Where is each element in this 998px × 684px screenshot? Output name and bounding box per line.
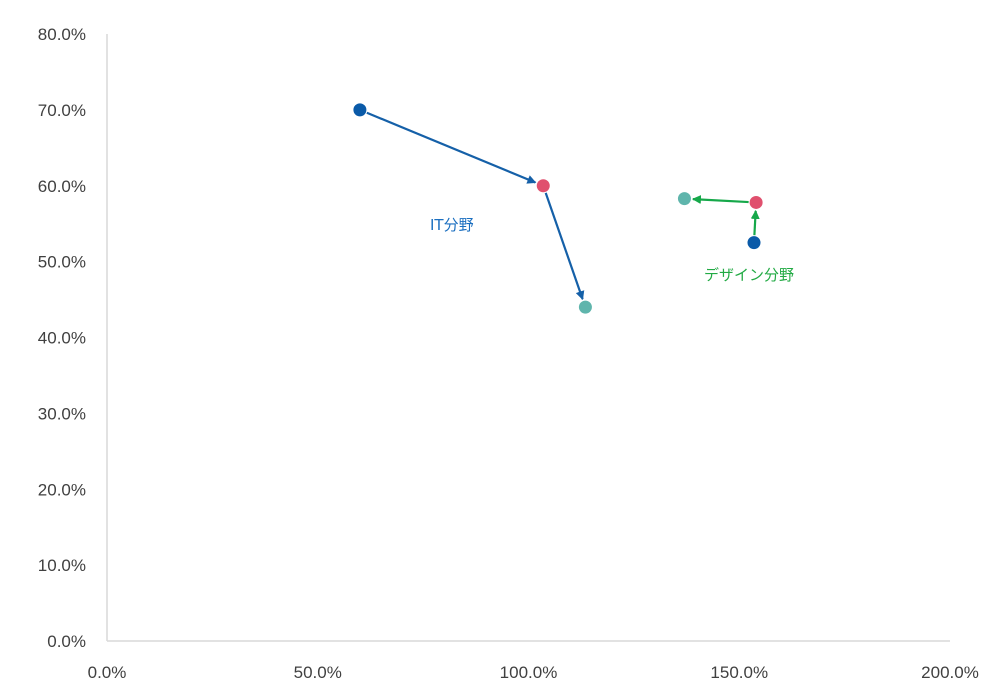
y-tick-label: 40.0% xyxy=(38,329,86,348)
arrows-layer xyxy=(366,111,760,301)
y-tick-label: 50.0% xyxy=(38,253,86,272)
y-tick-label: 0.0% xyxy=(47,632,86,651)
data-point xyxy=(747,236,761,250)
y-tick-label: 70.0% xyxy=(38,101,86,120)
x-tick-labels: 0.0% 50.0% 100.0% 150.0% 200.0% xyxy=(88,663,979,682)
y-tick-labels: 0.0% 10.0% 20.0% 30.0% 40.0% 50.0% 60.0% 70.0% 8… xyxy=(38,25,86,651)
data-point xyxy=(536,179,550,193)
points-layer xyxy=(353,103,763,314)
series-label-design: デザイン分野 xyxy=(704,266,794,284)
x-tick-label: 50.0% xyxy=(294,663,342,682)
series-arrow xyxy=(366,111,537,184)
y-tick-label: 80.0% xyxy=(38,25,86,44)
series-arrow xyxy=(691,195,749,205)
data-point xyxy=(578,300,592,314)
data-point xyxy=(749,195,763,209)
x-tick-label: 100.0% xyxy=(500,663,558,682)
series-arrow xyxy=(544,192,585,301)
x-tick-label: 150.0% xyxy=(710,663,768,682)
series-label-it: IT分野 xyxy=(430,216,474,234)
y-tick-label: 60.0% xyxy=(38,177,86,196)
data-point xyxy=(677,192,691,206)
y-tick-label: 30.0% xyxy=(38,404,86,423)
data-point xyxy=(353,103,367,117)
x-tick-label: 0.0% xyxy=(88,663,127,682)
y-tick-label: 20.0% xyxy=(38,480,86,499)
y-tick-label: 10.0% xyxy=(38,556,86,575)
series-arrow xyxy=(750,209,760,236)
x-tick-label: 200.0% xyxy=(921,663,979,682)
